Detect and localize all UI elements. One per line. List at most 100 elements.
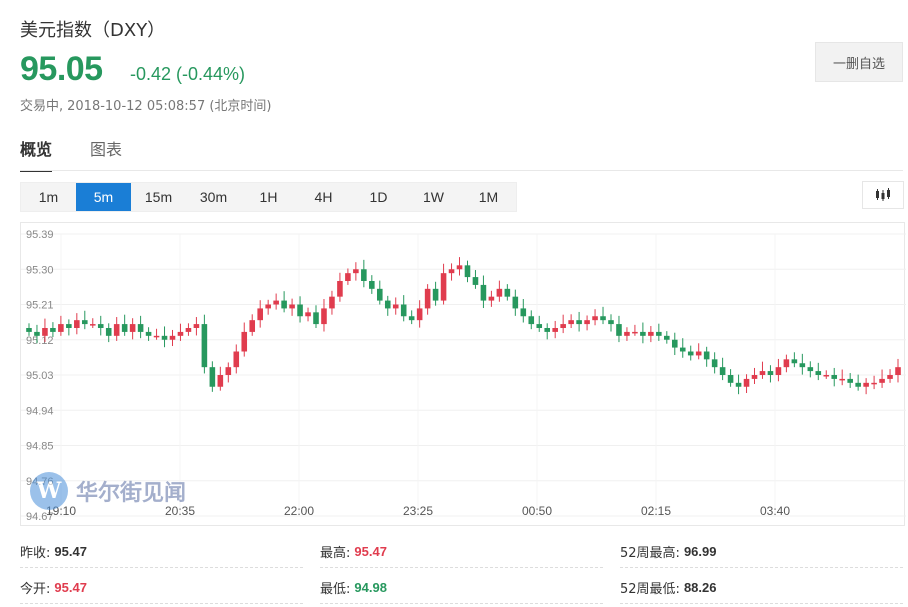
chart-type-button[interactable]	[862, 181, 904, 209]
candle-body	[895, 367, 901, 375]
candle-body	[392, 304, 399, 309]
watermark-logo-icon: W	[30, 472, 68, 510]
stat-label: 最高:	[320, 546, 351, 561]
candle-body	[369, 281, 375, 289]
y-tick-label: 95.03	[26, 370, 54, 382]
stat-value: 88.26	[683, 580, 717, 595]
stat-open: 今开: 95.47	[20, 572, 303, 604]
candle-body	[536, 324, 543, 328]
y-tick-label: 94.67	[26, 511, 54, 523]
candle-body	[353, 269, 359, 274]
price-chart[interactable]: 95.3995.3095.2195.1295.0394.9494.8594.76…	[20, 222, 906, 527]
period-selector: 1m 5m 15m 30m 1H 4H 1D 1W 1M	[20, 182, 517, 212]
watermark-text: 华尔街见闻	[76, 480, 187, 506]
remove-watchlist-button[interactable]: 一删自选	[815, 42, 903, 82]
candle-body	[632, 331, 638, 334]
candle-body	[592, 316, 598, 321]
stat-52w-high: 52周最高: 96.99	[620, 536, 903, 568]
period-1w[interactable]: 1W	[423, 189, 444, 205]
candle-body	[345, 273, 351, 281]
candle-body	[416, 308, 423, 321]
page-title: 美元指数（DXY）	[20, 20, 166, 41]
candle-body	[66, 324, 72, 328]
candle-body	[560, 324, 566, 328]
candle-body	[656, 331, 662, 336]
timezone-label: (北京时间)	[209, 99, 272, 114]
candle-body	[50, 328, 56, 332]
candle-body	[488, 296, 495, 301]
candle-body	[464, 265, 471, 278]
candle-body	[74, 320, 80, 328]
candle-body	[616, 324, 622, 336]
view-tabs: 概览 图表	[20, 136, 122, 172]
candle-body	[305, 312, 311, 317]
period-30m[interactable]: 30m	[199, 189, 228, 205]
candle-body	[815, 371, 822, 375]
candle-body	[640, 331, 646, 336]
candle-body	[432, 288, 439, 301]
candle-body	[161, 335, 168, 340]
candle-body	[608, 320, 614, 325]
period-1d[interactable]: 1D	[369, 189, 388, 205]
candle-body	[281, 300, 287, 309]
stat-label: 今开:	[20, 582, 51, 597]
candle-body	[600, 316, 606, 321]
candle-body	[289, 304, 295, 309]
candle-body	[855, 382, 861, 387]
stat-label: 52周最低:	[620, 582, 680, 597]
stat-prev-close: 昨收: 95.47	[20, 536, 303, 568]
candle-body	[751, 375, 758, 379]
candle-body	[791, 359, 798, 364]
tab-overview[interactable]: 概览	[20, 136, 53, 172]
x-tick-label: 20:35	[165, 504, 195, 518]
candle-body	[257, 308, 263, 321]
stat-value: 95.47	[54, 580, 87, 595]
candle-body	[679, 347, 686, 352]
candle-body	[743, 378, 750, 387]
period-1h[interactable]: 1H	[259, 189, 278, 205]
period-4h[interactable]: 4H	[314, 189, 333, 205]
candle-body	[209, 367, 216, 387]
candle-body	[337, 281, 343, 297]
stat-value: 96.99	[683, 544, 717, 559]
candle-body	[496, 288, 503, 297]
candle-body	[137, 324, 144, 332]
candle-body	[671, 339, 678, 348]
period-15m[interactable]: 15m	[144, 189, 173, 205]
y-tick-label: 95.21	[26, 300, 54, 312]
candle-body	[233, 351, 240, 368]
candle-body	[145, 331, 152, 336]
candle-body	[82, 320, 88, 325]
candle-body	[329, 296, 335, 309]
candle-body	[121, 324, 128, 332]
candle-body	[839, 378, 845, 381]
candlestick-chart[interactable]: 95.3995.3095.2195.1295.0394.9494.8594.76…	[21, 223, 906, 527]
candle-body	[193, 324, 200, 328]
candle-body	[576, 320, 582, 325]
period-5m[interactable]: 5m	[76, 183, 131, 211]
candle-body	[703, 351, 710, 360]
candle-body	[799, 363, 806, 368]
candle-body	[249, 320, 256, 332]
candle-body	[440, 273, 447, 301]
candle-body	[241, 331, 248, 352]
period-1m[interactable]: 1m	[38, 189, 59, 205]
candle-body	[89, 324, 96, 326]
stat-high: 最高: 95.47	[320, 536, 603, 568]
candle-body	[847, 378, 853, 383]
candle-body	[568, 320, 574, 325]
candle-body	[456, 265, 463, 270]
candle-body	[687, 351, 694, 356]
period-1mo[interactable]: 1M	[478, 189, 499, 205]
candle-body	[863, 382, 869, 387]
tab-chart[interactable]: 图表	[90, 140, 123, 159]
candle-body	[775, 367, 782, 375]
candle-body	[735, 382, 742, 387]
price-change: -0.42 (-0.44%)	[130, 64, 246, 84]
stat-value: 95.47	[354, 544, 387, 559]
candle-body	[480, 284, 487, 301]
candle-body	[719, 367, 726, 375]
candle-body	[887, 375, 893, 379]
candle-body	[105, 328, 112, 336]
candle-body	[225, 367, 232, 375]
